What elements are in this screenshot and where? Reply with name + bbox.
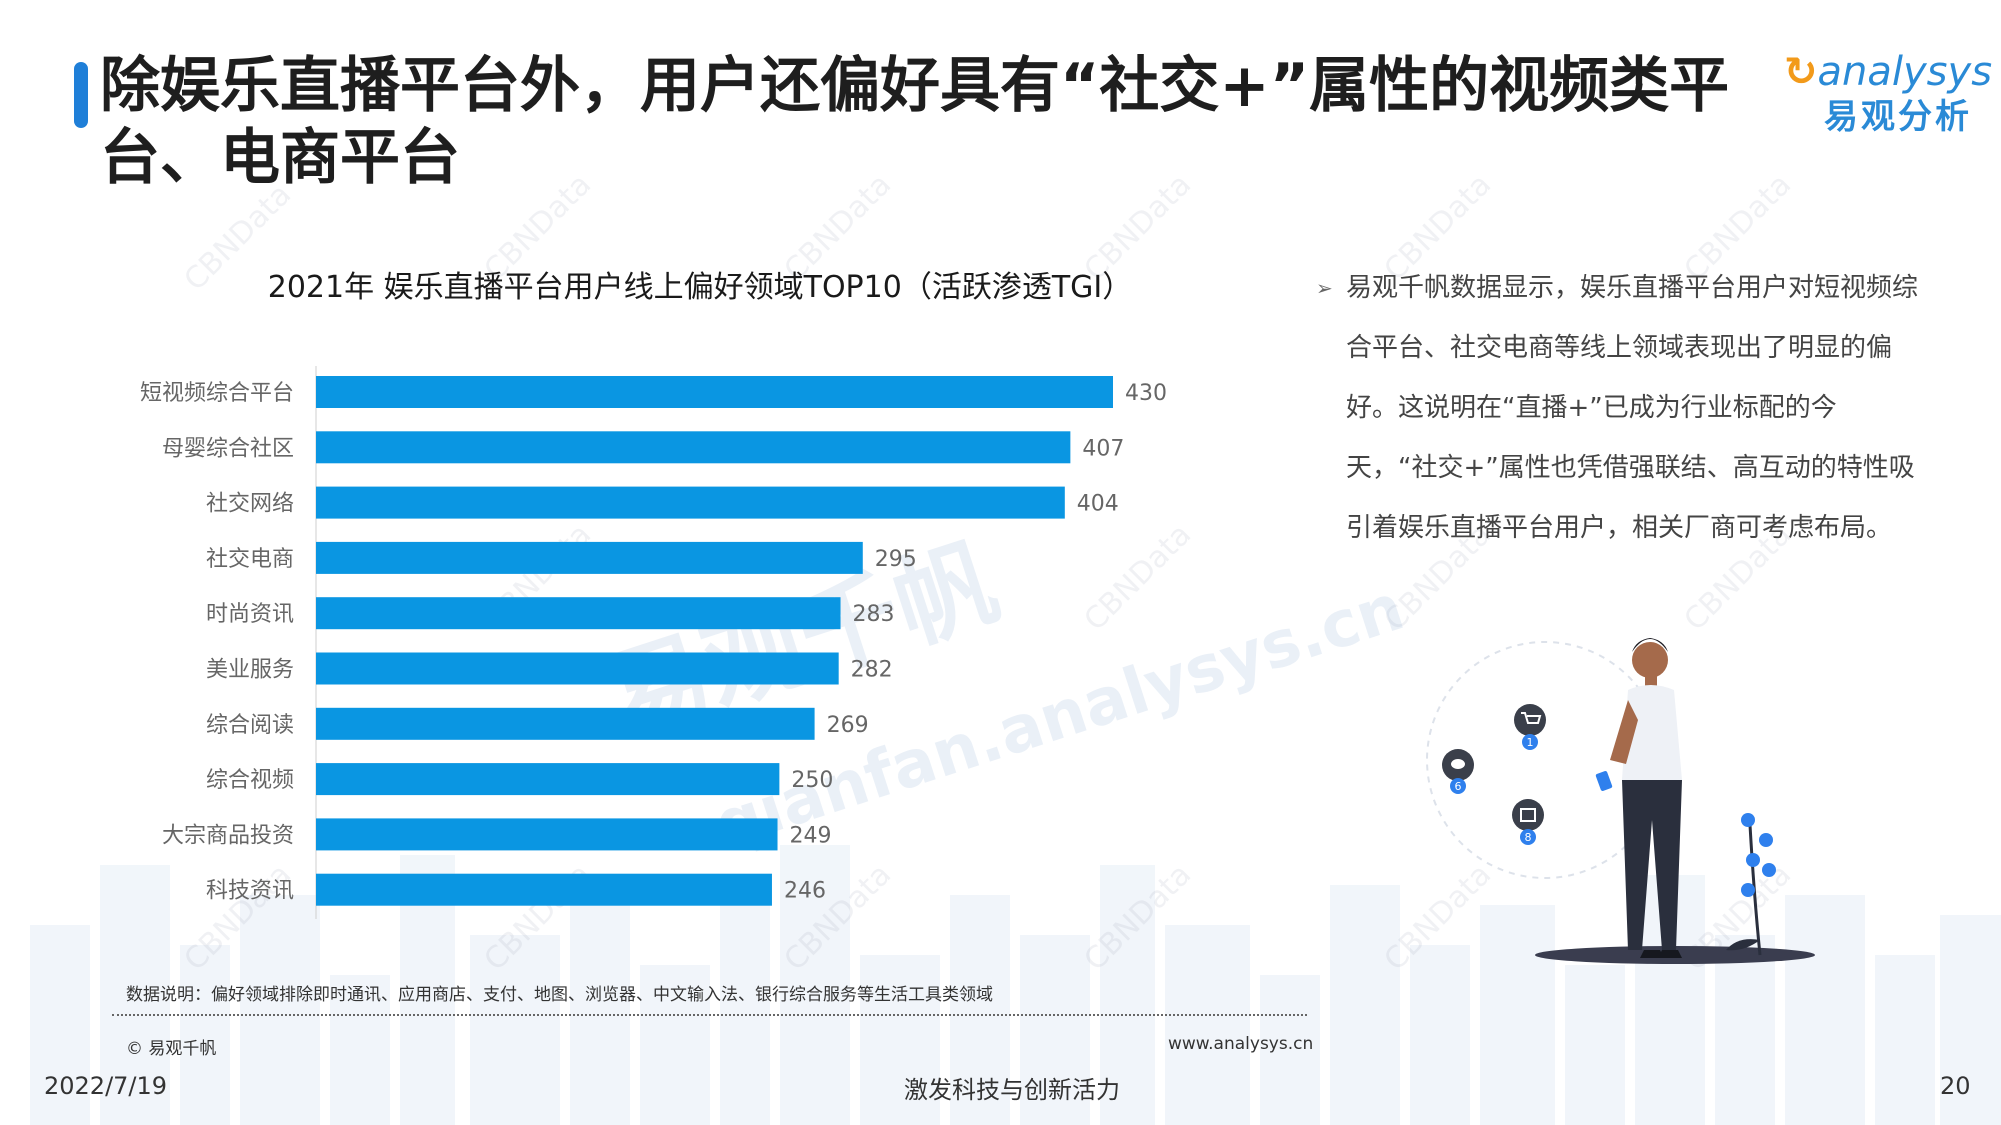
logo-chinese: 易观分析 <box>1824 97 1972 137</box>
person-phone-illustration: 1 6 8 <box>1426 638 1815 964</box>
value-label: 295 <box>875 547 917 572</box>
category-label: 大宗商品投资 <box>162 823 294 848</box>
bar <box>316 763 780 796</box>
page-title: 除娱乐直播平台外，用户还偏好具有“社交+”属性的视频类平台、电商平台 <box>100 51 1730 193</box>
category-label: 短视频综合平台 <box>140 381 294 406</box>
page-number: 20 <box>1940 1072 1971 1100</box>
category-label: 美业服务 <box>206 658 294 683</box>
bar <box>316 376 1113 408</box>
value-label: 249 <box>790 823 832 848</box>
website-link[interactable]: www.analysys.cn <box>1168 1034 1314 1054</box>
badge-count: 1 <box>1527 736 1534 749</box>
bar <box>316 707 815 740</box>
logo-english-text: analysys <box>1817 49 1993 95</box>
footer-date: 2022/7/19 <box>44 1072 168 1100</box>
bar-chart: 短视频综合平台 430 母婴综合社区 407 社交网络 404 社交电商 295 时尚资讯 283… <box>140 366 1167 919</box>
category-label: 科技资讯 <box>206 879 294 904</box>
cart-badge-icon: 1 <box>1514 704 1546 750</box>
title-accent-bar <box>74 62 88 128</box>
value-label: 430 <box>1125 381 1167 406</box>
logo-english: ↻analysys <box>1784 48 1992 96</box>
badge-count: 8 <box>1525 831 1532 844</box>
value-label: 269 <box>827 713 869 738</box>
category-label: 综合阅读 <box>206 713 294 738</box>
badge-count: 6 <box>1455 780 1462 793</box>
category-label: 母婴综合社区 <box>162 436 294 461</box>
bullet-arrow-icon: ➢ <box>1316 276 1333 300</box>
city-skyline-background <box>30 845 2001 1125</box>
value-label: 246 <box>784 879 826 904</box>
value-label: 250 <box>791 768 833 793</box>
bar <box>316 597 841 630</box>
bar <box>316 431 1071 464</box>
bar <box>316 486 1065 519</box>
logo-swoosh-icon: ↻ <box>1784 49 1818 95</box>
bar <box>316 818 778 851</box>
bar <box>316 873 772 906</box>
chart-title: 2021年 娱乐直播平台用户线上偏好领域TOP10（活跃渗透TGI） <box>267 270 1133 305</box>
person-figure <box>1595 638 1682 958</box>
insight-text: 易观千帆数据显示，娱乐直播平台用户对短视频综合平台、社交电商等线上领域表现出了明… <box>1346 273 1919 543</box>
bar <box>316 652 839 685</box>
note-divider <box>112 1014 1307 1016</box>
insight-paragraph: ➢ 易观千帆数据显示，娱乐直播平台用户对短视频综合平台、社交电商等线上领域表现出… <box>1316 258 1926 558</box>
chat-badge-icon: 6 <box>1442 749 1474 794</box>
value-label: 283 <box>853 602 895 627</box>
bar <box>316 541 863 574</box>
news-badge-icon: 8 <box>1512 799 1544 845</box>
category-label: 综合视频 <box>206 768 294 793</box>
value-label: 282 <box>851 658 893 683</box>
data-note: 数据说明：偏好领域排除即时通讯、应用商店、支付、地图、浏览器、中文输入法、银行综… <box>126 985 993 1005</box>
category-label: 社交电商 <box>206 547 294 572</box>
category-label: 社交网络 <box>206 492 294 517</box>
analysys-logo: ↻analysys 易观分析 <box>1784 48 1992 148</box>
copyright: © 易观千帆 <box>126 1039 217 1059</box>
plant-illustration <box>1726 813 1776 956</box>
footer-slogan: 激发科技与创新活力 <box>904 1076 1120 1104</box>
value-label: 407 <box>1082 436 1124 461</box>
value-label: 404 <box>1077 492 1119 517</box>
category-label: 时尚资讯 <box>206 602 294 627</box>
